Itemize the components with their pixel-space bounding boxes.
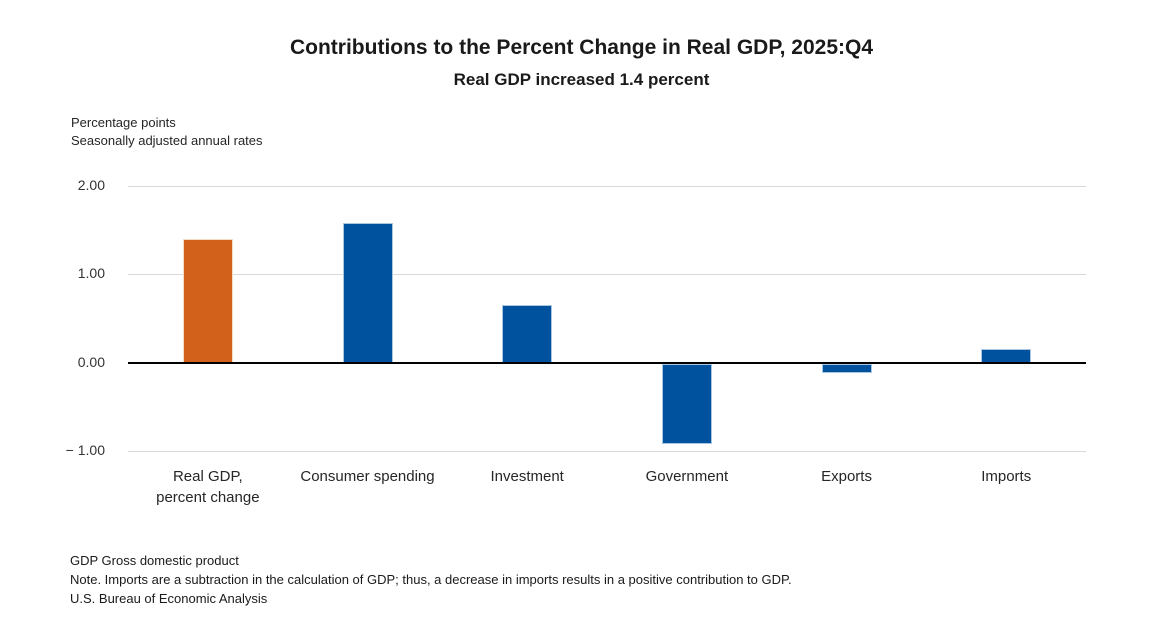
bar-government <box>661 363 712 445</box>
axis-unit-note: Percentage points Seasonally adjusted an… <box>71 114 263 150</box>
bar-imports <box>981 348 1032 363</box>
bar-real-gdp <box>182 239 233 363</box>
unit-note-line-1: Percentage points <box>71 115 176 130</box>
gridline <box>128 274 1086 276</box>
footnote-imports-note: Note. Imports are a subtraction in the c… <box>70 572 792 587</box>
plot-area <box>128 186 1086 452</box>
footnote-source: U.S. Bureau of Economic Analysis <box>70 591 268 606</box>
x-axis-label: Exports <box>821 468 872 485</box>
chart-subtitle: Real GDP increased 1.4 percent <box>453 70 710 89</box>
x-axis-labels: Real GDP, percent change Consumer spendin… <box>128 466 1086 508</box>
footnote-gdp-definition: GDP Gross domestic product <box>70 553 239 568</box>
unit-note-line-2: Seasonally adjusted annual rates <box>71 133 263 148</box>
gridline <box>128 451 1086 452</box>
bar-consumer-spending <box>342 223 393 363</box>
x-axis-label: Investment <box>490 468 564 485</box>
x-axis-label: Consumer spending <box>300 468 435 485</box>
bar-exports <box>821 363 872 374</box>
y-tick-label: 0.00 <box>77 353 105 370</box>
y-tick-label: − 1.00 <box>65 442 105 458</box>
x-axis-label: Imports <box>981 468 1032 485</box>
chart-title: Contributions to the Percent Change in R… <box>289 36 874 59</box>
y-tick-label: 2.00 <box>77 177 105 193</box>
gridline <box>128 186 1086 187</box>
footnotes: GDP Gross domestic product Note. Imports… <box>70 551 792 608</box>
x-axis-label: Government <box>645 468 729 485</box>
bar-investment <box>502 305 553 363</box>
x-axis-label: Real GDP, percent change <box>156 468 260 506</box>
y-tick-label: 1.00 <box>77 265 105 282</box>
zero-axis-line <box>128 361 1086 364</box>
